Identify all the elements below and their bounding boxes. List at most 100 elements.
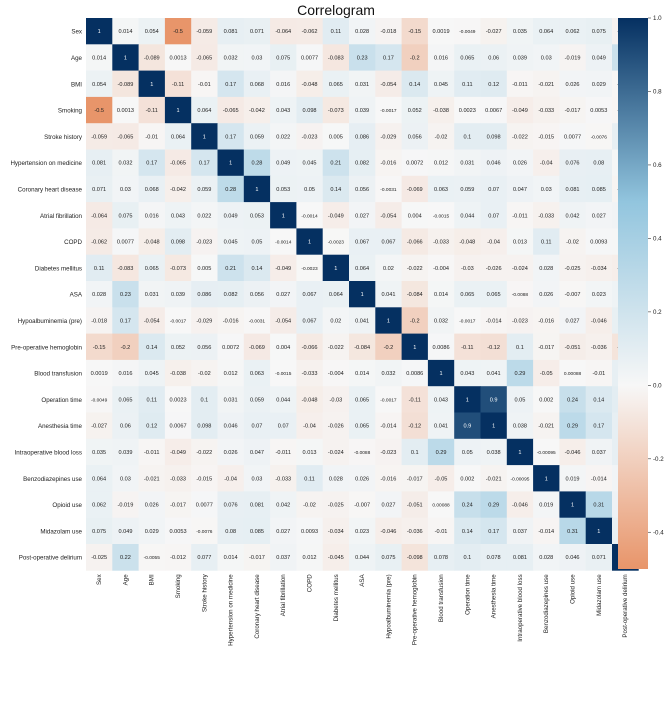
heatmap-cell bbox=[86, 44, 113, 71]
cell-value-label: 0.016 bbox=[145, 213, 159, 219]
heatmap-cell bbox=[349, 544, 376, 571]
cell-value-label: -0.04 bbox=[540, 161, 553, 167]
heatmap-cell bbox=[86, 228, 113, 256]
cell-value-label: -0.021 bbox=[538, 82, 554, 88]
heatmap-cell bbox=[112, 18, 139, 45]
heatmap-cell bbox=[349, 438, 376, 466]
heatmap-cell bbox=[533, 254, 560, 282]
cell-value-label: -0.2 bbox=[121, 345, 131, 351]
cell-value-label: 0.14 bbox=[593, 397, 604, 403]
heatmap-cell bbox=[375, 175, 402, 203]
cell-value-label: -0.019 bbox=[118, 503, 134, 509]
heatmap-cell bbox=[112, 254, 139, 282]
heatmap-cell bbox=[349, 307, 376, 334]
cell-value-label: 0.075 bbox=[276, 55, 290, 61]
heatmap-cell bbox=[243, 517, 271, 545]
cell-value-label: -0.01 bbox=[198, 82, 211, 88]
cell-value-label: 0.043 bbox=[276, 108, 290, 114]
cell-value-label: 0.075 bbox=[92, 529, 106, 535]
cell-value-label: -0.024 bbox=[512, 266, 528, 272]
cell-value-label: -0.023 bbox=[381, 450, 397, 456]
heatmap-cell bbox=[112, 281, 139, 308]
cell-value-label: 0.081 bbox=[250, 503, 264, 509]
heatmap-cell bbox=[86, 386, 113, 413]
heatmap-cell bbox=[585, 175, 613, 203]
heatmap-cell bbox=[296, 202, 324, 229]
heatmap-cell bbox=[86, 96, 113, 124]
cell-value-label: -0.059 bbox=[91, 134, 107, 140]
cell-value-label: -0.11 bbox=[146, 108, 158, 114]
heatmap-cell bbox=[296, 517, 324, 545]
cell-value-label: 0.17 bbox=[146, 161, 157, 167]
cell-value-label: 0.014 bbox=[224, 555, 238, 561]
heatmap-cell bbox=[217, 149, 245, 177]
cell-value-label: -0.048 bbox=[144, 240, 160, 246]
cell-value-label: 0.059 bbox=[250, 134, 264, 140]
cell-value-label: -0.069 bbox=[249, 345, 265, 351]
heatmap-cell bbox=[243, 70, 271, 98]
heatmap-cell bbox=[112, 175, 139, 203]
cell-value-label: 0.0077 bbox=[196, 503, 213, 509]
cell-value-label: 0.022 bbox=[197, 213, 211, 219]
heatmap-cell bbox=[296, 96, 324, 124]
cell-value-label: 0.29 bbox=[515, 371, 526, 377]
cell-value-label: 0.0067 bbox=[169, 424, 186, 430]
heatmap-cell bbox=[191, 18, 218, 45]
cell-value-label: 0.045 bbox=[434, 82, 448, 88]
heatmap-cell bbox=[506, 333, 534, 361]
heatmap-cell bbox=[164, 96, 192, 124]
heatmap-cell bbox=[217, 438, 245, 466]
cell-value-label: 0.054 bbox=[92, 82, 106, 88]
heatmap-cell bbox=[585, 228, 613, 256]
heatmap-cell bbox=[559, 18, 587, 45]
heatmap-cell bbox=[401, 228, 429, 256]
heatmap-cell bbox=[375, 123, 402, 150]
cell-value-label: 0.06 bbox=[488, 55, 499, 61]
heatmap-cell bbox=[217, 359, 245, 387]
cell-value-label: 0.063 bbox=[434, 187, 448, 193]
cell-value-label: 0.078 bbox=[487, 555, 501, 561]
heatmap-cell bbox=[427, 202, 455, 229]
cell-value-label: 0.038 bbox=[487, 450, 501, 456]
heatmap-cell bbox=[401, 359, 429, 387]
heatmap-cell bbox=[86, 359, 113, 387]
heatmap-cell bbox=[322, 44, 350, 71]
cell-value-label: -0.11 bbox=[172, 82, 184, 88]
heatmap-cell bbox=[164, 202, 192, 229]
cell-value-label: 0.17 bbox=[120, 318, 131, 324]
cell-value-label: 0.043 bbox=[434, 397, 448, 403]
cell-value-label: -0.0088 bbox=[354, 450, 371, 456]
heatmap-cell bbox=[191, 544, 218, 571]
cell-value-label: 0.026 bbox=[355, 476, 369, 482]
heatmap-cell bbox=[375, 202, 402, 229]
heatmap-cell bbox=[533, 96, 560, 124]
heatmap-cell bbox=[243, 149, 271, 177]
heatmap-cell bbox=[375, 412, 402, 440]
heatmap-cell bbox=[533, 438, 560, 466]
chart-title: Correlogram bbox=[297, 2, 375, 18]
heatmap-cell bbox=[533, 228, 560, 256]
cell-value-label: 0.082 bbox=[355, 161, 369, 167]
x-tick-label: Sex bbox=[96, 573, 103, 585]
y-tick-label: Diabetes mellitus bbox=[35, 265, 82, 272]
cell-value-label: 1 bbox=[387, 318, 390, 324]
y-tick-label: Blood transfusion bbox=[34, 371, 82, 378]
heatmap-cell bbox=[164, 386, 192, 413]
cell-value-label: -0.064 bbox=[91, 213, 107, 219]
y-tick-label: Operation time bbox=[41, 397, 82, 404]
heatmap-cell bbox=[427, 281, 455, 308]
heatmap-cell bbox=[86, 333, 113, 361]
cell-value-label: 1 bbox=[176, 108, 179, 114]
cell-value-label: 0.06 bbox=[120, 424, 131, 430]
cell-value-label: -0.033 bbox=[302, 371, 318, 377]
cell-value-label: 0.065 bbox=[329, 82, 343, 88]
cell-value-label: -0.062 bbox=[302, 29, 318, 35]
heatmap-cell bbox=[138, 465, 166, 492]
heatmap-cell bbox=[243, 18, 271, 45]
heatmap-cell bbox=[217, 175, 245, 203]
heatmap-cell bbox=[454, 228, 481, 256]
heatmap-cell bbox=[401, 44, 429, 71]
cell-value-label: 0.005 bbox=[329, 134, 343, 140]
heatmap-cell bbox=[349, 44, 376, 71]
heatmap-cell bbox=[506, 307, 534, 334]
